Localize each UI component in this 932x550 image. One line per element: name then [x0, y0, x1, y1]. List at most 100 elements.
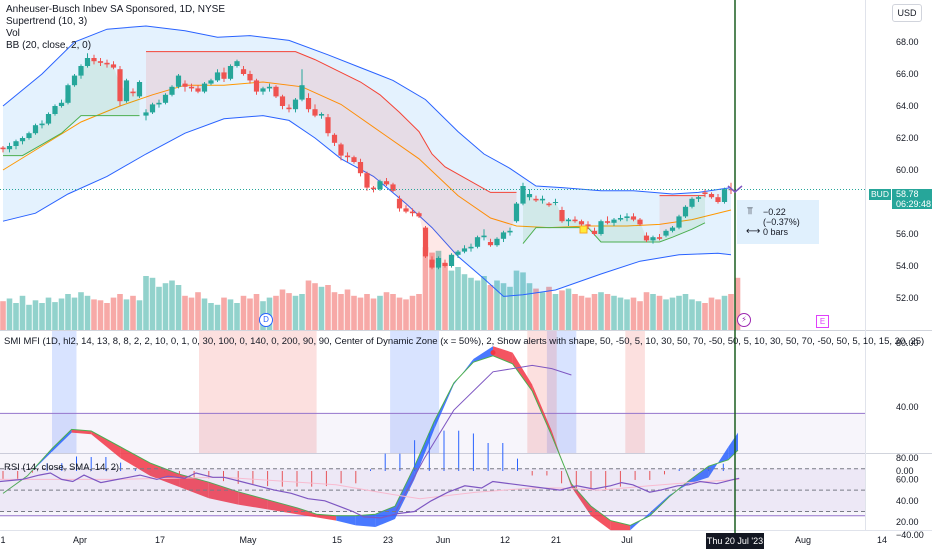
crosshair	[727, 0, 743, 533]
time-axis[interactable]: 1 Apr 17 May 15 23 Jun 12 21 Jul Aug 14	[0, 535, 887, 545]
candlesticks[interactable]	[0, 53, 865, 270]
smi-legend[interactable]: SMI MFI (1D, hl2, 14, 13, 8, 8, 2, 2, 10…	[4, 336, 925, 347]
volume-bar	[702, 303, 708, 330]
candle-body	[45, 114, 52, 124]
rsi-axis-label: 60.00	[896, 474, 919, 484]
candle-body	[26, 133, 32, 138]
volume-bar	[461, 274, 468, 330]
smi-alert-dot	[490, 350, 496, 356]
volume-bar	[331, 292, 338, 330]
smi-pane	[0, 331, 865, 531]
currency-button[interactable]: USD	[892, 4, 922, 22]
smi-ribbon-segment	[238, 491, 268, 510]
price-axis-label: 56.00	[896, 229, 919, 239]
candle-body	[78, 66, 84, 76]
volume-bar	[240, 295, 247, 330]
candle-body	[260, 88, 266, 92]
earnings-marker[interactable]: E	[816, 315, 829, 328]
volume-bar	[370, 298, 377, 330]
candle-body	[221, 72, 227, 79]
candle-body	[669, 227, 676, 231]
volume-bar	[500, 283, 507, 330]
last-price: 58.78	[896, 189, 919, 199]
candle-body	[708, 194, 715, 198]
volume-bar	[513, 270, 520, 330]
volume-bar	[585, 297, 591, 330]
candle-body	[390, 184, 396, 191]
volume-bar	[565, 288, 572, 330]
candle-body	[182, 83, 188, 87]
candle-body	[702, 192, 708, 194]
volume-bar	[39, 303, 45, 330]
volume-bar	[325, 285, 331, 330]
candle-body	[201, 83, 208, 92]
volume-bar	[578, 295, 585, 330]
candle-body	[357, 162, 364, 174]
volume-bar	[195, 292, 201, 330]
candle-body	[429, 259, 435, 268]
last-price-tag: 58.78 06:29:48	[892, 189, 932, 209]
candle-body	[526, 194, 533, 198]
volume-bar	[351, 295, 357, 330]
time-axis-label: 15	[332, 535, 342, 545]
candle-body	[234, 61, 240, 66]
time-axis-label: 17	[155, 535, 165, 545]
candle-body	[481, 235, 487, 238]
candle-body	[188, 86, 195, 89]
chart-title[interactable]: Anheuser-Busch Inbev SA Sponsored, 1D, N…	[6, 4, 226, 15]
legend-supertrend[interactable]: Supertrend (10, 3)	[6, 16, 88, 27]
volume-bar	[234, 303, 240, 330]
candle-body	[364, 173, 370, 188]
volume-bar	[656, 295, 663, 330]
legend-volume[interactable]: Vol	[6, 28, 20, 39]
volume-bar	[448, 270, 455, 330]
crosshair-marker	[727, 185, 743, 193]
volume-bar	[663, 299, 669, 330]
volume-bar	[299, 294, 305, 330]
volume-bar	[286, 293, 292, 330]
candle-body	[247, 74, 253, 81]
candle-body	[663, 230, 669, 236]
price-axis-label: 66.00	[896, 69, 919, 79]
main-legend[interactable]: Anheuser-Busch Inbev SA Sponsored, 1D, N…	[6, 4, 225, 52]
volume-bar	[364, 294, 370, 330]
candle-body	[312, 109, 318, 116]
candle-body	[409, 211, 416, 214]
volume-bar	[13, 303, 19, 330]
volume-bar	[630, 297, 637, 330]
rsi-legend[interactable]: RSI (14, close, SMA, 14, 2)	[4, 462, 120, 473]
volume-bar	[715, 299, 721, 330]
volume-bar	[156, 286, 162, 330]
candle-body	[253, 80, 260, 92]
volume-bar	[26, 304, 32, 330]
dividend-marker[interactable]: D	[259, 313, 273, 327]
smi-ribbon-segment	[453, 359, 474, 385]
measure-range-icon: ⫪	[747, 206, 753, 217]
candle-body	[123, 80, 130, 102]
supertrend-up-line	[3, 115, 140, 157]
alert-bolt-icon[interactable]: ⚡	[737, 313, 751, 327]
candle-body	[422, 227, 429, 257]
candle-body	[585, 224, 591, 226]
volume-bar	[117, 294, 123, 330]
price-axis-label: 54.00	[896, 261, 919, 271]
candle-body	[637, 219, 643, 225]
legend-bollinger[interactable]: BB (20, close, 2, 0)	[6, 40, 92, 51]
crosshair-date-label: Thu 20 Jul '23	[706, 533, 764, 549]
candle-body	[455, 251, 461, 255]
bar-countdown: 06:29:48	[896, 199, 932, 209]
volume-bar	[572, 294, 578, 330]
volume-bar	[533, 288, 539, 330]
time-axis-label: Apr	[73, 535, 87, 545]
candle-body	[208, 80, 214, 84]
volume-bar	[221, 297, 227, 330]
volume-bar	[728, 294, 734, 330]
smi-ribbon-segment	[571, 483, 591, 516]
candle-body	[572, 219, 578, 222]
candle-body	[351, 157, 357, 162]
volume-bar	[422, 247, 429, 330]
volume-bar	[409, 295, 416, 330]
symbol-tag: BUD	[869, 189, 891, 200]
volume-bar	[734, 277, 741, 330]
